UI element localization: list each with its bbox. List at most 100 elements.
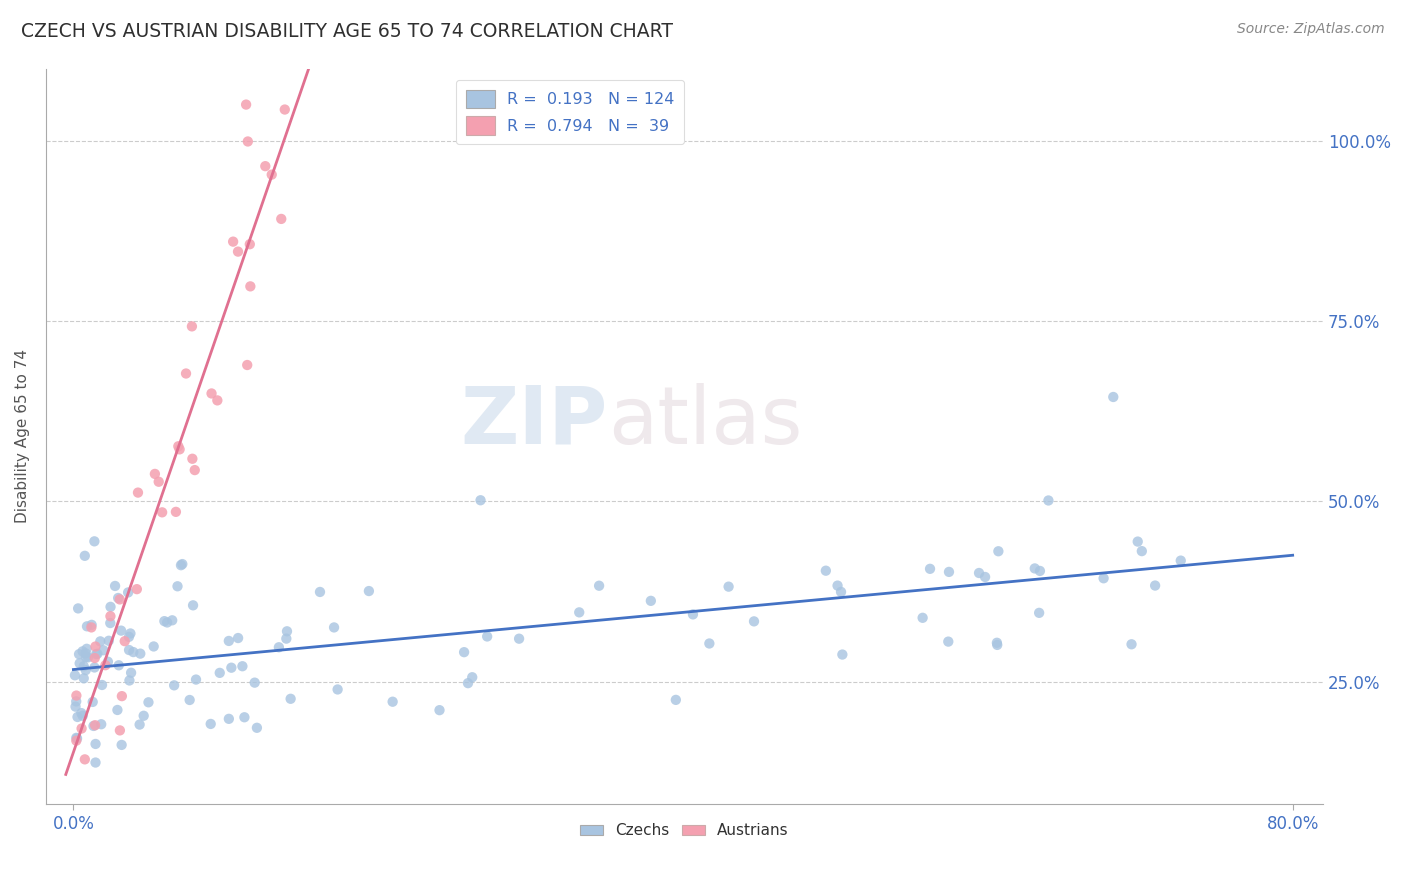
Point (138, 695, 160, 709)
Point (243, 675, 266, 690)
Point (1028, 606, 1050, 620)
Point (174, 367, 197, 381)
Point (150, 505, 173, 519)
Point (323, 620, 346, 634)
Point (84, 718, 107, 732)
Point (142, 640, 165, 654)
Point (239, 279, 262, 293)
Point (70, 706, 93, 720)
Point (114, 634, 136, 648)
Point (76, 619, 98, 633)
Point (67, 601, 90, 615)
Point (128, 717, 150, 731)
Point (222, 235, 245, 249)
Point (309, 585, 332, 599)
Point (918, 562, 941, 576)
Point (1038, 493, 1060, 508)
Point (83, 719, 105, 733)
Point (1130, 544, 1153, 558)
Point (226, 631, 249, 645)
Point (276, 624, 298, 639)
Point (453, 645, 475, 659)
Point (814, 564, 837, 578)
Point (73, 752, 96, 766)
Point (381, 695, 404, 709)
Point (181, 599, 204, 613)
Point (665, 693, 688, 707)
Point (84, 647, 107, 661)
Point (72, 708, 94, 723)
Y-axis label: Disability Age 65 to 74: Disability Age 65 to 74 (15, 350, 30, 524)
Point (84, 640, 107, 654)
Point (1126, 534, 1149, 549)
Point (83, 660, 105, 674)
Point (65, 699, 87, 714)
Point (118, 673, 141, 688)
Point (226, 244, 249, 259)
Point (69, 657, 91, 671)
Point (1102, 390, 1125, 404)
Point (132, 708, 155, 723)
Point (120, 665, 142, 680)
Point (75, 646, 97, 660)
Point (986, 636, 1008, 650)
Point (200, 386, 222, 401)
Point (107, 658, 129, 673)
Point (82, 695, 104, 709)
Point (184, 463, 207, 477)
Point (233, 710, 256, 724)
Point (107, 591, 129, 605)
Point (682, 607, 704, 622)
Point (110, 624, 132, 638)
Point (94, 658, 117, 673)
Point (270, 211, 292, 226)
Point (66, 710, 89, 724)
Point (207, 393, 229, 408)
Point (938, 565, 960, 579)
Point (181, 451, 204, 466)
Point (588, 579, 610, 593)
Point (107, 703, 129, 717)
Point (326, 682, 349, 697)
Point (90, 717, 112, 731)
Point (66, 731, 89, 746)
Point (93, 643, 115, 657)
Point (73, 671, 96, 685)
Point (122, 645, 145, 659)
Point (357, 584, 380, 599)
Point (73, 549, 96, 563)
Point (97, 633, 120, 648)
Point (180, 319, 202, 334)
Point (267, 640, 290, 655)
Text: Source: ZipAtlas.com: Source: ZipAtlas.com (1237, 22, 1385, 37)
Point (100, 609, 122, 624)
Point (508, 632, 530, 646)
Point (699, 636, 721, 650)
Point (254, 159, 277, 173)
Point (986, 638, 1008, 652)
Point (470, 493, 492, 508)
Point (475, 630, 498, 644)
Point (830, 585, 852, 599)
Point (89, 634, 111, 648)
Point (98, 615, 121, 630)
Point (91, 678, 114, 692)
Point (742, 615, 765, 629)
Point (200, 717, 222, 731)
Point (65, 689, 87, 703)
Point (97, 655, 120, 669)
Point (218, 634, 240, 648)
Point (967, 566, 990, 580)
Point (640, 594, 662, 608)
Point (218, 712, 240, 726)
Point (65, 731, 87, 745)
Point (70, 722, 93, 736)
Point (235, 97, 257, 112)
Point (246, 721, 269, 735)
Point (236, 135, 259, 149)
Point (143, 467, 166, 481)
Point (108, 723, 131, 738)
Point (165, 505, 187, 519)
Point (100, 599, 122, 614)
Point (167, 439, 190, 453)
